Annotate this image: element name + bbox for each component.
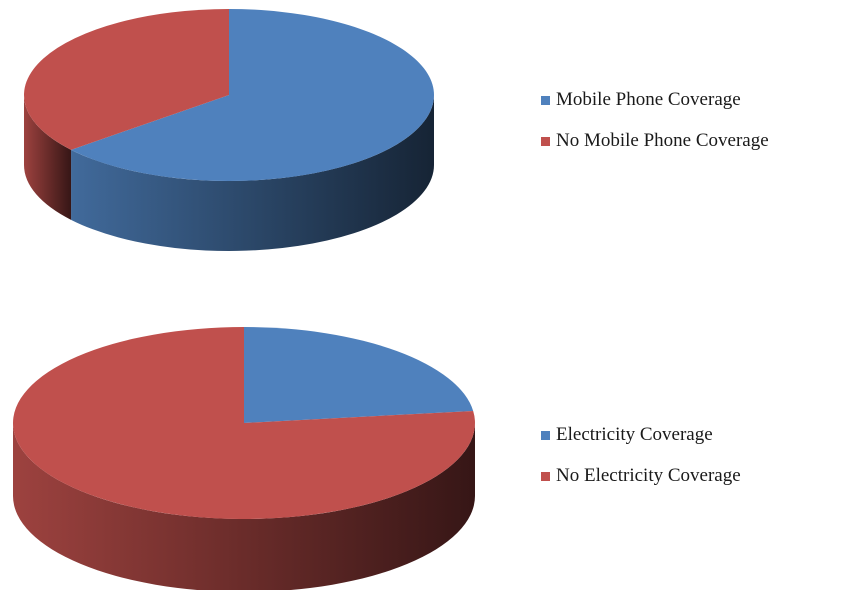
legend-item-no-mobile-coverage: No Mobile Phone Coverage	[541, 130, 769, 152]
pie-slice-side	[24, 95, 72, 220]
electricity-coverage-pie-chart: Electricity Coverage No Electricity Cove…	[0, 295, 853, 590]
pie-slice	[24, 9, 230, 150]
legend-swatch-blue	[541, 95, 550, 105]
electricity-coverage-pie	[12, 327, 475, 590]
pie-slice-side	[71, 95, 434, 251]
legend-label: No Electricity Coverage	[556, 465, 741, 486]
mobile-coverage-pie-chart: Mobile Phone Coverage No Mobile Phone Co…	[24, 9, 769, 251]
legend-swatch-red	[541, 471, 550, 481]
legend-swatch-blue	[541, 430, 550, 440]
pie-slice	[12, 327, 475, 519]
legend-label: Mobile Phone Coverage	[556, 89, 741, 110]
pie-slice-side	[13, 423, 475, 590]
legend-item-no-electricity-coverage: No Electricity Coverage	[541, 465, 741, 487]
legend-item-electricity-coverage: Electricity Coverage	[541, 424, 741, 446]
legend-label: No Mobile Phone Coverage	[556, 130, 769, 151]
electricity-coverage-legend: Electricity Coverage No Electricity Cove…	[541, 424, 741, 506]
pie-slice	[244, 327, 474, 423]
mobile-coverage-pie	[24, 9, 434, 251]
legend-swatch-red	[541, 136, 550, 146]
legend-item-mobile-coverage: Mobile Phone Coverage	[541, 89, 769, 111]
mobile-coverage-legend: Mobile Phone Coverage No Mobile Phone Co…	[541, 89, 769, 171]
pie-slice	[71, 9, 434, 182]
legend-label: Electricity Coverage	[556, 424, 713, 445]
